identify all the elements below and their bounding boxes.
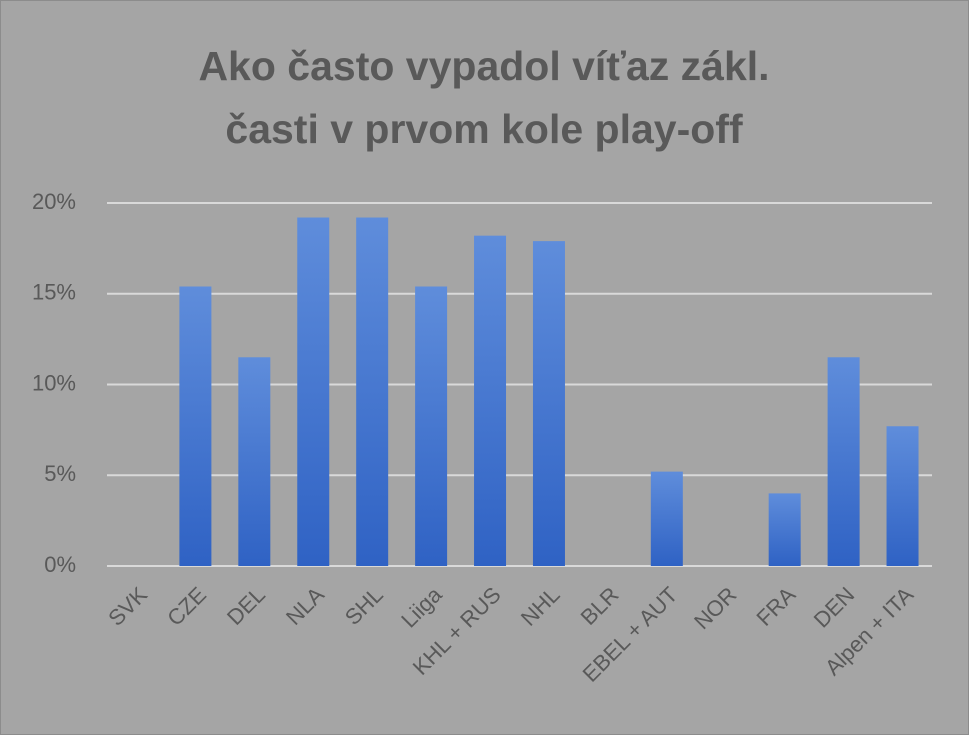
y-tick-label: 15% [32,280,76,305]
bar [827,357,860,566]
y-tick-label: 20% [32,189,76,214]
bar [356,217,389,566]
bar [238,357,271,566]
bar [768,493,801,566]
bar [532,241,565,567]
y-tick-label: 0% [44,552,76,577]
y-tick-label: 10% [32,370,76,395]
y-tick-label: 5% [44,461,76,486]
bar [886,426,919,566]
bar [650,471,683,566]
bar [297,217,330,566]
chart-title: Ako často vypadol víťaz zákl. [198,43,769,89]
bar [179,286,212,566]
bar [474,235,507,567]
bar [415,286,448,566]
chart-title: časti v prvom kole play-off [225,106,743,152]
